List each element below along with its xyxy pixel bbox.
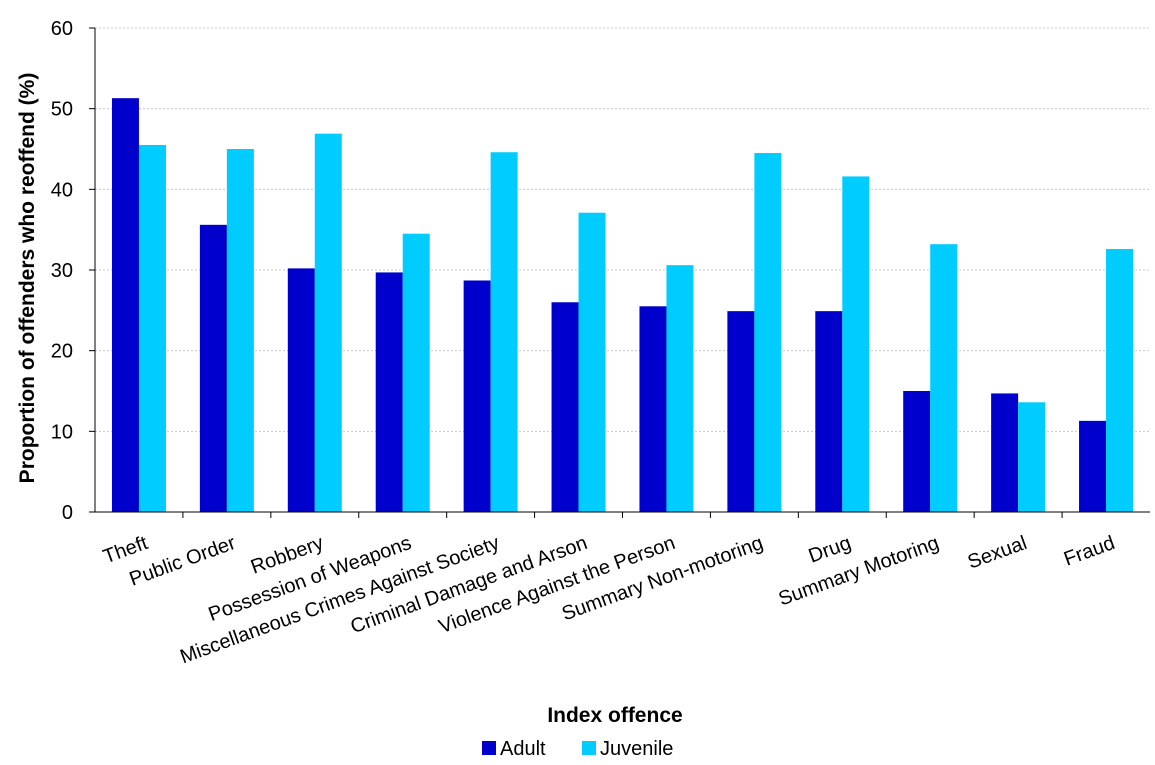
bar-juvenile-4 <box>490 152 518 512</box>
y-tick-label: 10 <box>51 421 73 443</box>
legend: Adult Juvenile <box>482 738 673 760</box>
bar-juvenile-2 <box>314 133 342 512</box>
bar-juvenile-1 <box>226 149 254 512</box>
x-axis-title: Index offence <box>547 704 682 727</box>
legend-swatch-juvenile <box>582 741 596 755</box>
bar-juvenile-5 <box>578 212 606 512</box>
y-axis-title: Proportion of offenders who reoffend (%) <box>16 73 39 484</box>
bar-juvenile-11 <box>1106 249 1134 512</box>
bar-juvenile-7 <box>754 153 782 513</box>
bar-adult-9 <box>903 391 931 512</box>
bar-juvenile-10 <box>1018 402 1046 512</box>
y-tick-label: 40 <box>51 179 73 201</box>
y-tick-label: 60 <box>51 18 73 40</box>
bar-juvenile-9 <box>930 244 958 513</box>
bar-juvenile-3 <box>402 233 430 512</box>
bar-adult-4 <box>463 280 491 512</box>
x-tick-label: Summary Motoring <box>776 532 942 610</box>
y-tick-label: 50 <box>51 99 73 121</box>
axes <box>89 27 1150 518</box>
bar-adult-1 <box>199 224 227 512</box>
legend-swatch-adult <box>482 741 496 755</box>
x-tick-label: Theft <box>100 532 151 568</box>
y-tick-label: 0 <box>62 502 73 524</box>
bar-adult-8 <box>815 311 843 512</box>
bar-adult-7 <box>727 311 755 512</box>
legend-label-adult: Adult <box>500 738 546 760</box>
legend-label-juvenile: Juvenile <box>600 738 673 760</box>
y-tick-labels: 0 10 20 30 40 50 60 <box>51 18 73 524</box>
bar-adult-6 <box>639 306 667 512</box>
bar-adult-11 <box>1079 420 1107 512</box>
x-tick-label: Fraud <box>1061 532 1118 571</box>
y-tick-label: 30 <box>51 260 73 282</box>
x-tick-label: Sexual <box>965 532 1030 574</box>
bars <box>111 98 1134 513</box>
bar-adult-3 <box>375 272 403 512</box>
x-tick-label: Drug <box>806 532 854 568</box>
bar-adult-10 <box>991 393 1019 512</box>
bar-juvenile-8 <box>842 176 870 512</box>
bar-adult-5 <box>551 302 579 512</box>
bar-juvenile-6 <box>666 265 694 512</box>
bar-adult-2 <box>287 268 315 512</box>
y-tick-label: 20 <box>51 341 73 363</box>
bar-adult-0 <box>111 98 139 513</box>
bar-juvenile-0 <box>138 144 166 512</box>
